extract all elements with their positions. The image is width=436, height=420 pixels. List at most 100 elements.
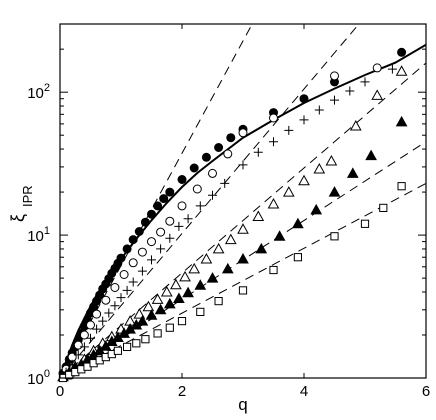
- y-axis-label: ξ IPR: [8, 185, 35, 222]
- y-axis-label-main: ξ: [8, 214, 28, 222]
- tick-labels: 0 2 4 6 100 101 102: [27, 82, 430, 400]
- dashed-line-1: [60, 24, 253, 378]
- open-triangle-point-25: [325, 154, 338, 166]
- open-circle-point-3: [73, 340, 83, 350]
- filled-triangle-point-26: [292, 217, 304, 229]
- open-square-point-10: [113, 346, 123, 355]
- open-triangle-point-18: [224, 233, 237, 245]
- filled-triangle-point-31: [395, 115, 408, 127]
- open-square-point-22: [330, 232, 339, 241]
- y-tick-label-2: 102: [27, 82, 50, 102]
- data-points-layer: [57, 47, 408, 383]
- plus-point-29: [345, 86, 355, 96]
- filled-triangle-point-16: [154, 303, 167, 315]
- open-square-point-14: [153, 329, 162, 338]
- dashed-line-3: [60, 62, 426, 378]
- plus-point-23: [253, 147, 263, 157]
- open-circle-point-22: [372, 63, 382, 73]
- open-square-point-17: [196, 307, 205, 316]
- filled-circle-point-33: [226, 133, 236, 143]
- plus-point-15: [156, 244, 166, 254]
- open-circle-point-4: [79, 330, 89, 340]
- y-axis-label-subscript: IPR: [20, 185, 35, 207]
- filled-circle-point-22: [128, 235, 138, 245]
- plus-point-7: [98, 316, 108, 326]
- plus-point-19: [195, 201, 205, 211]
- plus-point-18: [183, 214, 193, 224]
- open-circle-point-9: [119, 270, 129, 279]
- filled-triangle-point-18: [173, 292, 185, 303]
- filled-triangle-point-22: [221, 262, 234, 274]
- open-circle-point-8: [110, 283, 120, 292]
- open-circle-point-7: [101, 295, 111, 305]
- filled-circle-point-30: [189, 163, 199, 173]
- filled-triangle-point-17: [163, 297, 176, 309]
- open-square-point-24: [379, 203, 388, 213]
- plus-point-4: [79, 342, 89, 352]
- open-triangle-point-23: [298, 174, 310, 186]
- open-square-point-25: [397, 182, 406, 191]
- axis-ticks: [59, 23, 427, 379]
- open-square-point-23: [360, 219, 370, 228]
- plus-point-10: [116, 293, 126, 303]
- open-triangle-point-16: [200, 252, 213, 264]
- plus-point-30: [360, 77, 370, 87]
- filled-triangle-point-14: [136, 315, 149, 326]
- open-circle-point-11: [137, 247, 147, 257]
- open-square-point-11: [123, 342, 132, 351]
- filled-triangle-point-27: [310, 203, 323, 215]
- plus-point-8: [104, 308, 114, 318]
- x-tick-label-0: 0: [56, 383, 64, 400]
- filled-triangle-point-21: [206, 272, 219, 283]
- x-tick-label-4: 4: [300, 383, 308, 400]
- filled-circle-point-24: [140, 217, 150, 227]
- plus-point-9: [110, 301, 120, 311]
- filled-triangle-point-19: [182, 286, 194, 298]
- filled-triangle-point-23: [237, 252, 249, 264]
- open-triangle-point-22: [282, 186, 295, 197]
- open-triangle-point-13: [170, 278, 182, 290]
- filled-triangle-point-30: [365, 149, 377, 161]
- filled-circle-point-28: [165, 187, 175, 197]
- filled-circle-point-27: [159, 194, 169, 204]
- y-tick-label-1: 101: [27, 225, 50, 245]
- open-square-point-20: [269, 265, 278, 275]
- open-circle-point-5: [86, 320, 95, 330]
- open-triangle-point-12: [160, 285, 173, 297]
- open-circle-point-19: [238, 128, 248, 138]
- open-circle-point-14: [165, 216, 175, 226]
- plus-point-21: [220, 178, 230, 188]
- open-triangle-point-27: [371, 89, 384, 100]
- open-square-point-21: [293, 253, 302, 262]
- plus-point-31: [387, 64, 397, 74]
- open-triangle-point-26: [349, 119, 362, 131]
- open-square-point-19: [238, 286, 248, 295]
- filled-triangle-point-29: [346, 167, 359, 178]
- open-circle-point-13: [156, 227, 166, 237]
- plus-point-12: [128, 277, 138, 287]
- plus-point-5: [86, 333, 95, 343]
- plus-point-27: [314, 105, 324, 115]
- filled-circle-point-25: [147, 209, 156, 219]
- filled-triangle-point-15: [145, 309, 158, 320]
- plus-point-26: [299, 115, 309, 125]
- open-circle-point-10: [128, 258, 138, 268]
- filled-circle-point-36: [299, 94, 309, 104]
- plus-point-20: [208, 190, 217, 200]
- plus-point-16: [165, 233, 175, 243]
- open-square-point-16: [177, 317, 187, 326]
- open-triangle-point-14: [179, 270, 191, 282]
- filled-circle-point-26: [153, 201, 163, 211]
- dashed-line-2: [60, 24, 360, 378]
- open-circle-point-12: [147, 237, 156, 247]
- open-triangle-point-20: [252, 210, 265, 221]
- plus-point-22: [238, 160, 248, 170]
- filled-triangle-point-28: [328, 186, 341, 197]
- plus-point-28: [330, 95, 339, 105]
- filled-circle-point-20: [116, 253, 126, 263]
- filled-circle-point-29: [177, 175, 187, 184]
- open-square-point-12: [132, 339, 141, 348]
- filled-circle-point-32: [214, 143, 224, 152]
- filled-circle-point-21: [122, 244, 132, 254]
